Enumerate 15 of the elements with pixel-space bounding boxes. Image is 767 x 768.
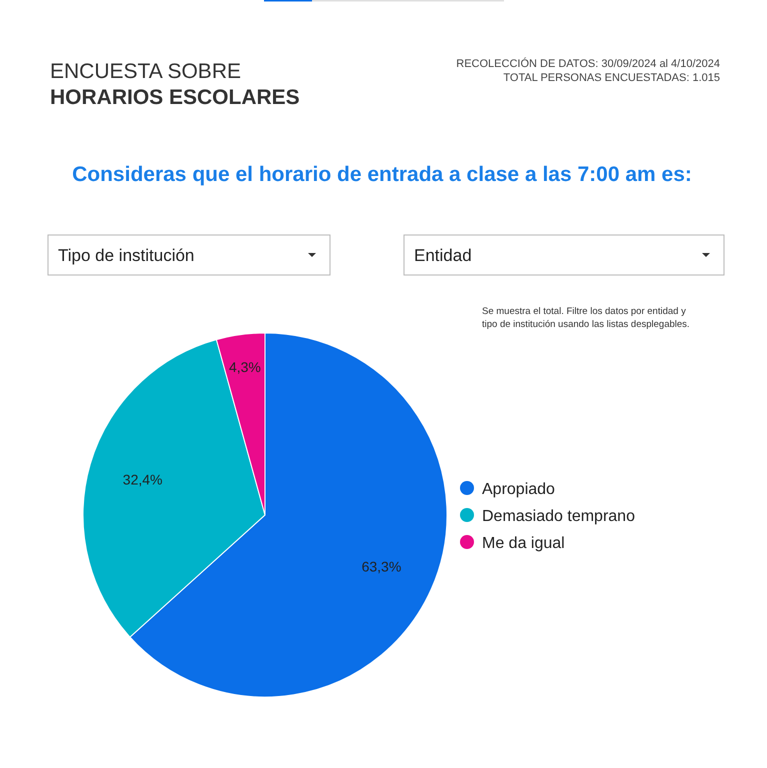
- chart-subtitle: HORARIOS ESCOLARES: [50, 86, 300, 109]
- text: Tipo de institución: [58, 246, 194, 265]
- legend-label: Me da igual: [482, 535, 565, 552]
- chart-title: ENCUESTA SOBRE: [50, 60, 241, 83]
- data-label: 4,3%: [228, 359, 261, 376]
- text: Entidad: [414, 246, 472, 265]
- text: Consideras que el horario de entrada a clase a las 7:00 am es:: [72, 163, 692, 186]
- data-label: 63,3%: [362, 558, 402, 575]
- text: TOTAL PERSONAS ENCUESTADAS: 1.015: [503, 72, 720, 84]
- legend-label: Apropiado: [482, 481, 556, 498]
- data-label: 32,4%: [122, 471, 163, 488]
- text: tipo de institución usando las listas desplegables.: [482, 319, 690, 330]
- text: RECOLECCIÓN DE DATOS: 30/09/2024 al 4/10/2024: [456, 57, 720, 70]
- legend-label: Demasiado temprano: [482, 508, 636, 525]
- text: Se muestra el total. Filtre los datos por entidad y: [482, 306, 686, 317]
